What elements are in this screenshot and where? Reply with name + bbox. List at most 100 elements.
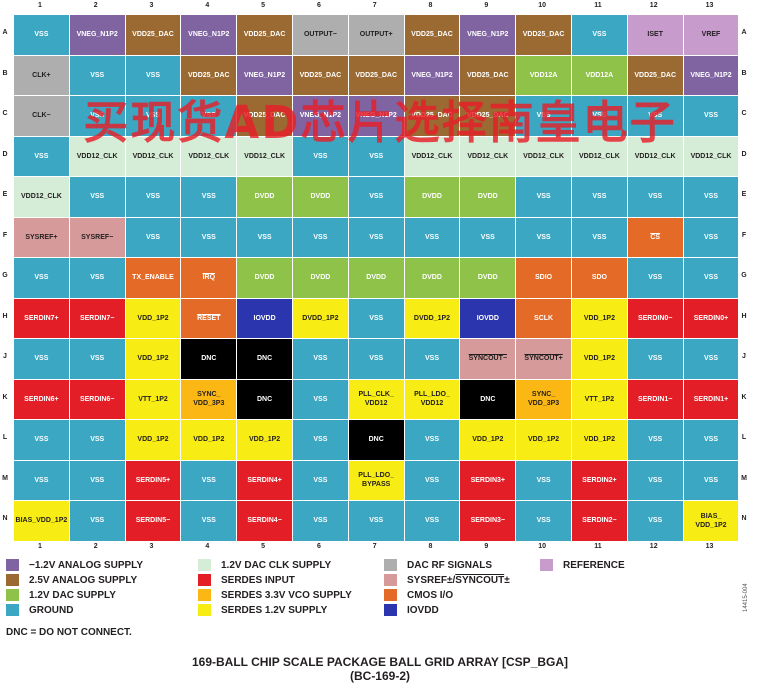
ball-E9: DVDD [459,176,517,218]
column-label-bottom: 6 [316,543,321,550]
ball-M8: VSS [403,459,461,501]
ball-L4: VDD_1P2 [180,419,238,461]
ball-M13: VSS [682,459,740,501]
ball-M5: SERDIN4+ [236,459,293,501]
legend-item: 2.5V ANALOG SUPPLY [6,574,137,586]
ball-A10: VDD25_DAC [515,14,572,56]
ball-L7: DNC [347,419,405,461]
ball-B12: VDD25_DAC [626,54,684,96]
ball-E12: VSS [626,176,684,218]
legend-label: 1.2V DAC CLK SUPPLY [221,559,332,571]
ball-B1: CLK+ [13,54,70,96]
ball-G13: VSS [682,257,740,299]
ball-F9: VSS [459,216,517,258]
ball-K2: SERDIN6− [68,378,126,420]
ball-N11: SERDIN2− [571,500,628,542]
ball-M12: VSS [626,459,684,501]
row-label-left: M [2,474,8,482]
column-label-top: 12 [649,2,658,9]
ball-D10: VDD12_CLK [515,135,572,177]
legend-label: GROUND [29,604,74,616]
ball-C11: VSS [571,95,628,137]
ball-F2: SYSREF− [68,216,126,258]
row-label-right: F [741,231,747,239]
column-label-bottom: 10 [538,543,546,550]
ball-B3: VSS [124,54,182,96]
ball-E1: VDD12_CLK [13,176,70,218]
ball-K6: VSS [292,378,349,420]
ball-grid: VSS VNEG_N1P2 VDD25_DAC VNEG_N1P2 VDD25_DAC O… [12,13,740,542]
ball-H7: VSS [347,297,405,339]
ball-J1: VSS [13,338,70,380]
ball-M9: SERDIN3+ [459,459,517,501]
ball-L1: VSS [13,419,70,461]
legend-item: GROUND [6,604,73,616]
ball-E6: DVDD [292,176,349,218]
legend-label: SERDES INPUT [221,574,295,586]
ball-K3: VTT_1P2 [124,378,182,420]
ball-D8: VDD12_CLK [403,135,461,177]
ball-C5: VDD25_DAC [236,95,293,137]
ball-K1: SERDIN6+ [13,378,70,420]
ball-J11: VDD_1P2 [571,338,628,380]
ball-B2: VSS [68,54,126,96]
ball-H12: SERDIN0− [626,297,684,339]
legend-label: SERDES 1.2V SUPPLY [221,604,328,616]
ball-C6: VNEG_N1P2 [292,95,349,137]
ball-J8: VSS [403,338,461,380]
legend-swatch [6,574,19,586]
ball-B6: VDD25_DAC [292,54,349,96]
ball-M6: VSS [292,459,349,501]
ball-G4: IRQ [180,257,238,299]
ball-K4: SYNC_ VDD_3P3 [180,378,238,420]
ball-H8: DVDD_1P2 [403,297,461,339]
ball-G7: DVDD [347,257,405,299]
ball-D4: VDD12_CLK [180,135,238,177]
ball-F8: VSS [403,216,461,258]
ball-L12: VSS [626,419,684,461]
ball-A1: VSS [13,14,70,56]
ball-A5: VDD25_DAC [236,14,293,56]
ball-L10: VDD_1P2 [515,419,572,461]
ball-N8: VSS [403,500,461,542]
ball-N10: VSS [515,500,572,542]
ball-C8: VDD25_DAC [403,95,461,137]
row-label-left: H [2,312,8,320]
ball-A4: VNEG_N1P2 [180,14,238,56]
ball-N13: BIAS_ VDD_1P2 [682,500,740,542]
row-label-right: N [741,515,747,523]
legend-label: DAC RF SIGNALS [407,559,492,571]
figure-id: 14415-004 [743,583,749,612]
ball-F6: VSS [292,216,349,258]
ball-F7: VSS [347,216,405,258]
ball-D3: VDD12_CLK [124,135,182,177]
column-label-bottom: 11 [594,543,602,550]
ball-E10: VSS [515,176,572,218]
column-label-top: 7 [372,2,377,9]
ball-N12: VSS [626,500,684,542]
ball-H2: SERDIN7− [68,297,126,339]
legend-swatch [198,559,211,571]
row-label-right: G [741,272,747,280]
ball-N6: VSS [292,500,349,542]
ball-C13: VSS [682,95,740,137]
legend-swatch [198,574,211,586]
ball-K12: SERDIN1− [626,378,684,420]
row-label-right: M [741,474,747,482]
row-label-right: B [741,69,747,77]
column-label-top: 8 [428,2,433,9]
ball-F4: VSS [180,216,238,258]
ball-H10: SCLK [515,297,572,339]
ball-N9: SERDIN3− [459,500,517,542]
ball-C3: VSS [124,95,182,137]
legend-item: REFERENCE [540,559,625,571]
ball-J4: DNC [180,338,238,380]
ball-L5: VDD_1P2 [236,419,293,461]
row-label-left: D [2,150,8,158]
ball-D13: VDD12_CLK [682,135,740,177]
row-label-right: H [741,312,747,320]
ball-C7: VNEG_N1P2 [347,95,405,137]
ball-H5: IOVDD [236,297,293,339]
ball-B11: VDD12A [571,54,628,96]
ball-K5: DNC [236,378,293,420]
